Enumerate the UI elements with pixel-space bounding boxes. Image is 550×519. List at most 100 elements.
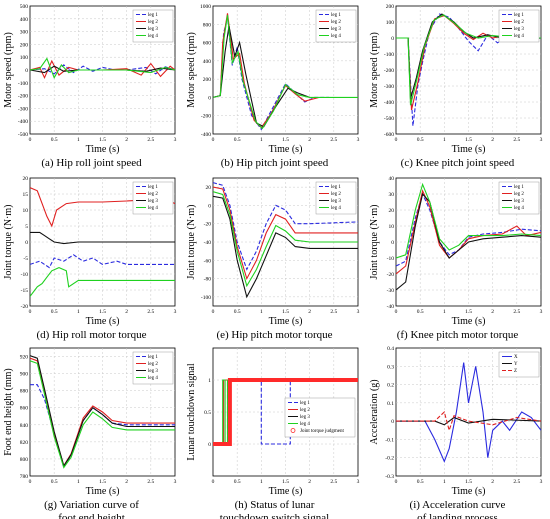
legend-label: leg 1 — [148, 13, 158, 18]
y-tick-label: 200 — [386, 4, 395, 10]
x-axis-label: Time (s) — [452, 144, 486, 155]
y-tick-label: 1 — [208, 378, 211, 384]
series-line-leg-4 — [213, 15, 358, 130]
legend-label: leg 2 — [514, 20, 524, 25]
y-tick-label: 0 — [208, 95, 211, 101]
x-tick-label: 0 — [29, 479, 32, 485]
x-tick-label: 1 — [77, 309, 80, 315]
y-tick-label: 0 — [25, 68, 28, 74]
panel-caption: (g) Variation curve of — [44, 499, 139, 511]
series-line-leg-3 — [213, 25, 310, 128]
x-tick-label: 2 — [125, 479, 128, 485]
x-tick-label: 1 — [260, 479, 263, 485]
x-tick-label: 3 — [357, 479, 360, 485]
x-tick-label: 1 — [443, 137, 446, 143]
x-tick-label: 2 — [308, 309, 311, 315]
panel-caption: foot end height — [58, 512, 125, 519]
legend-box — [132, 181, 174, 215]
y-tick-label: -400 — [18, 119, 28, 125]
y-tick-label: -500 — [18, 132, 28, 138]
y-tick-label: 820 — [20, 440, 29, 446]
x-tick-label: 2.5 — [147, 137, 154, 143]
x-tick-label: 2.5 — [513, 479, 520, 485]
x-tick-label: 0.5 — [417, 309, 424, 315]
x-tick-label: 1.5 — [282, 479, 289, 485]
y-tick-label: 20 — [206, 185, 212, 191]
y-tick-label: 0.1 — [387, 401, 394, 407]
legend-label: leg 4 — [148, 376, 158, 381]
chart-panel-h: 0 0.5 1 1.5 2 2.5 3 0 0.5 1 Time (s) Lunar touchdow… — [186, 347, 360, 519]
series-line-leg-1 — [396, 192, 541, 267]
y-tick-label: 0 — [208, 203, 211, 209]
y-tick-label: 800 — [20, 457, 29, 463]
y-axis-label: Joint torque (N·m) — [186, 205, 197, 280]
y-tick-label: 100 — [386, 20, 395, 26]
y-axis-label: Joint torque (N·m) — [3, 205, 14, 280]
x-tick-label: 3 — [540, 137, 543, 143]
x-tick-label: 3 — [540, 479, 543, 485]
y-tick-label: -40 — [387, 304, 395, 310]
x-tick-label: 1 — [77, 479, 80, 485]
y-tick-label: -0.3 — [385, 474, 394, 480]
legend-label: leg 1 — [148, 355, 158, 360]
x-tick-label: 2 — [308, 137, 311, 143]
x-tick-label: 2 — [491, 137, 494, 143]
x-tick-label: 0.5 — [51, 309, 58, 315]
x-tick-label: 0 — [212, 137, 215, 143]
x-tick-label: 0 — [212, 479, 215, 485]
y-tick-label: -600 — [384, 132, 394, 138]
y-tick-label: -200 — [384, 68, 394, 74]
series-line-leg-1 — [213, 182, 358, 271]
x-tick-label: 1.5 — [282, 137, 289, 143]
panel-caption: (e) Hip pitch motor torque — [216, 329, 332, 341]
legend-box — [498, 9, 540, 43]
y-tick-label: 100 — [20, 55, 29, 61]
y-tick-label: 15 — [23, 192, 29, 198]
y-tick-label: 200 — [20, 42, 29, 48]
series-line-z — [396, 410, 541, 433]
chart-panel-g: 0 0.5 1 1.5 2 2.5 3 780 800 820 840 860 880 900 920 Tim… — [3, 347, 177, 519]
x-tick-label: 0.5 — [51, 137, 58, 143]
y-tick-label: 10 — [389, 224, 395, 230]
series-line-leg-3 — [396, 192, 541, 291]
x-tick-label: 1.5 — [99, 309, 106, 315]
legend-label: X — [514, 355, 518, 360]
y-axis-label: Motor speed (rpm) — [369, 32, 380, 108]
legend-label: leg 4 — [148, 34, 158, 39]
x-tick-label: 0.5 — [51, 479, 58, 485]
series-line-leg-4 — [396, 182, 541, 259]
y-tick-label: 0.5 — [204, 410, 211, 416]
x-axis-label: Time (s) — [452, 316, 486, 327]
y-tick-label: -0.2 — [385, 456, 394, 462]
x-tick-label: 3 — [174, 309, 177, 315]
legend-label: leg 3 — [148, 369, 158, 374]
x-tick-label: 0.5 — [234, 479, 241, 485]
y-tick-label: -100 — [18, 81, 28, 87]
legend-label: leg 2 — [300, 408, 310, 413]
legend-label: leg 1 — [331, 185, 341, 190]
x-tick-label: 1.5 — [99, 479, 106, 485]
series-line-leg-1 — [30, 64, 175, 75]
series-line-leg-4 — [213, 379, 358, 445]
series-line-leg-4 — [30, 57, 175, 79]
legend-label: leg 2 — [148, 192, 158, 197]
x-tick-label: 2.5 — [147, 309, 154, 315]
x-tick-label: 2.5 — [330, 479, 337, 485]
x-axis-label: Time (s) — [269, 316, 303, 327]
x-tick-label: 2.5 — [147, 479, 154, 485]
y-tick-label: 920 — [20, 355, 29, 361]
legend-label: leg 1 — [514, 185, 524, 190]
y-tick-label: 860 — [20, 406, 29, 412]
x-tick-label: 1.5 — [282, 309, 289, 315]
legend-label: Z — [514, 369, 517, 374]
legend-label: leg 3 — [331, 199, 341, 204]
legend-label: leg 4 — [148, 206, 158, 211]
panel-caption: (b) Hip pitch joint speed — [221, 157, 329, 169]
series-line-x — [396, 362, 541, 463]
chart-panel-f: 0 0.5 1 1.5 2 2.5 3 -40 -30 -20 -10 0 10 20 30 40 Time (… — [369, 176, 543, 341]
x-tick-label: 3 — [174, 479, 177, 485]
series-group — [213, 182, 358, 299]
legend-label: leg 1 — [148, 185, 158, 190]
x-tick-label: 0.5 — [417, 479, 424, 485]
y-tick-label: 800 — [203, 22, 212, 28]
